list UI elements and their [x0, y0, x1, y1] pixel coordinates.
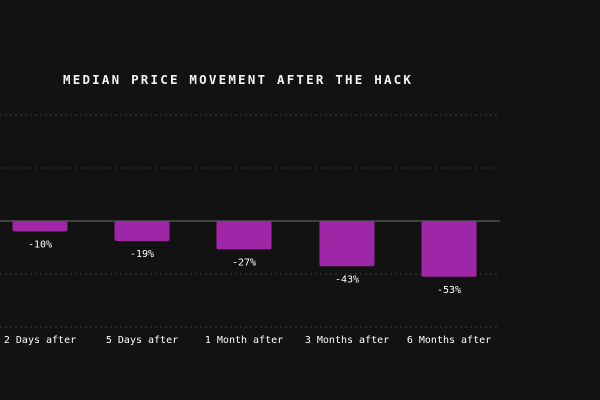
bar-value-label: -43%	[335, 274, 359, 285]
bar-value-label: -53%	[437, 285, 461, 296]
x-axis-category-label: 5 Days after	[106, 335, 178, 346]
bar	[319, 221, 375, 267]
bar-value-label: -19%	[130, 249, 154, 260]
x-axis-category-label: 1 Month after	[205, 335, 283, 346]
bar-value-label: -10%	[28, 240, 52, 251]
bar	[216, 221, 272, 250]
x-axis-category-label: 2 Days after	[4, 335, 76, 346]
x-axis-category-label: 6 Months after	[407, 335, 491, 346]
bar-value-label: -27%	[232, 257, 256, 268]
bar	[421, 221, 477, 277]
bar	[114, 221, 170, 242]
x-axis-category-label: 3 Months after	[305, 335, 389, 346]
chart-title: MEDIAN PRICE MOVEMENT AFTER THE HACK	[63, 72, 414, 87]
bar	[12, 221, 68, 232]
